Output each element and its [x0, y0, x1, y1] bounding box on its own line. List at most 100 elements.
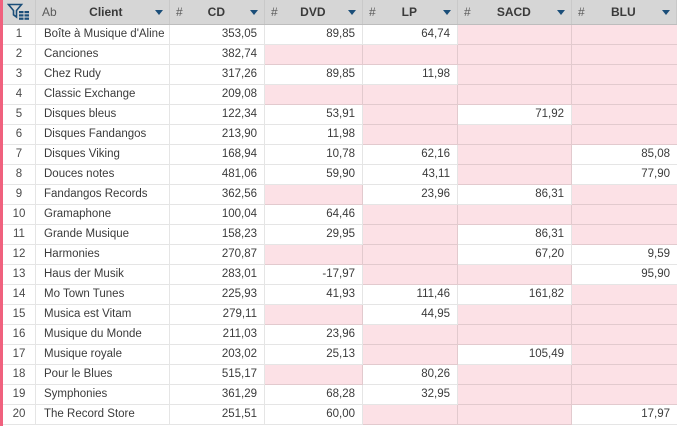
filter-dropdown-icon[interactable]: [662, 9, 670, 15]
row-number[interactable]: 11: [3, 225, 36, 245]
cell-lp[interactable]: 23,96: [363, 185, 458, 205]
cell-cd[interactable]: 225,93: [170, 285, 265, 305]
cell-lp[interactable]: [363, 325, 458, 345]
filter-dropdown-icon[interactable]: [155, 9, 163, 15]
cell-lp[interactable]: [363, 345, 458, 365]
cell-lp[interactable]: [363, 125, 458, 145]
row-number[interactable]: 3: [3, 65, 36, 85]
cell-client[interactable]: Pour le Blues: [36, 365, 170, 385]
cell-blu[interactable]: [572, 45, 677, 65]
column-header-client[interactable]: Ab Client: [36, 0, 170, 24]
cell-lp[interactable]: 44,95: [363, 305, 458, 325]
cell-client[interactable]: Mo Town Tunes: [36, 285, 170, 305]
cell-lp[interactable]: [363, 405, 458, 425]
cell-cd[interactable]: 270,87: [170, 245, 265, 265]
cell-lp[interactable]: [363, 45, 458, 65]
cell-sacd[interactable]: 71,92: [458, 105, 572, 125]
cell-dvd[interactable]: 53,91: [265, 105, 363, 125]
column-header-sacd[interactable]: # SACD: [458, 0, 572, 24]
cell-client[interactable]: Musica est Vitam: [36, 305, 170, 325]
cell-client[interactable]: Disques bleus: [36, 105, 170, 125]
cell-blu[interactable]: 17,97: [572, 405, 677, 425]
cell-blu[interactable]: [572, 25, 677, 45]
cell-blu[interactable]: [572, 85, 677, 105]
row-number[interactable]: 10: [3, 205, 36, 225]
cell-dvd[interactable]: [265, 45, 363, 65]
row-number[interactable]: 18: [3, 365, 36, 385]
row-number[interactable]: 1: [3, 25, 36, 45]
cell-dvd[interactable]: 68,28: [265, 385, 363, 405]
cell-blu[interactable]: 85,08: [572, 145, 677, 165]
cell-sacd[interactable]: [458, 365, 572, 385]
cell-cd[interactable]: 353,05: [170, 25, 265, 45]
cell-sacd[interactable]: [458, 165, 572, 185]
row-number[interactable]: 17: [3, 345, 36, 365]
cell-blu[interactable]: [572, 285, 677, 305]
cell-client[interactable]: Classic Exchange: [36, 85, 170, 105]
cell-lp[interactable]: 32,95: [363, 385, 458, 405]
cell-lp[interactable]: 11,98: [363, 65, 458, 85]
cell-dvd[interactable]: [265, 85, 363, 105]
cell-blu[interactable]: [572, 365, 677, 385]
cell-client[interactable]: Haus der Musik: [36, 265, 170, 285]
cell-blu[interactable]: [572, 325, 677, 345]
row-number[interactable]: 6: [3, 125, 36, 145]
cell-sacd[interactable]: [458, 45, 572, 65]
filter-dropdown-icon[interactable]: [250, 9, 258, 15]
cell-dvd[interactable]: -17,97: [265, 265, 363, 285]
cell-dvd[interactable]: [265, 245, 363, 265]
cell-blu[interactable]: [572, 125, 677, 145]
cell-sacd[interactable]: [458, 65, 572, 85]
filter-rows-button[interactable]: [3, 0, 36, 24]
cell-blu[interactable]: [572, 185, 677, 205]
cell-cd[interactable]: 279,11: [170, 305, 265, 325]
cell-lp[interactable]: 43,11: [363, 165, 458, 185]
cell-client[interactable]: Symphonies: [36, 385, 170, 405]
cell-sacd[interactable]: [458, 205, 572, 225]
cell-client[interactable]: Gramaphone: [36, 205, 170, 225]
row-number[interactable]: 5: [3, 105, 36, 125]
cell-dvd[interactable]: 89,85: [265, 25, 363, 45]
cell-lp[interactable]: [363, 205, 458, 225]
column-header-cd[interactable]: # CD: [170, 0, 265, 24]
cell-cd[interactable]: 362,56: [170, 185, 265, 205]
cell-cd[interactable]: 209,08: [170, 85, 265, 105]
cell-cd[interactable]: 203,02: [170, 345, 265, 365]
cell-lp[interactable]: [363, 265, 458, 285]
cell-client[interactable]: Grande Musique: [36, 225, 170, 245]
cell-dvd[interactable]: 10,78: [265, 145, 363, 165]
cell-sacd[interactable]: [458, 145, 572, 165]
cell-blu[interactable]: 9,59: [572, 245, 677, 265]
cell-dvd[interactable]: 23,96: [265, 325, 363, 345]
cell-lp[interactable]: 64,74: [363, 25, 458, 45]
cell-client[interactable]: Douces notes: [36, 165, 170, 185]
cell-dvd[interactable]: 11,98: [265, 125, 363, 145]
cell-dvd[interactable]: [265, 305, 363, 325]
cell-client[interactable]: The Record Store: [36, 405, 170, 425]
cell-sacd[interactable]: 105,49: [458, 345, 572, 365]
cell-lp[interactable]: [363, 225, 458, 245]
cell-client[interactable]: Harmonies: [36, 245, 170, 265]
cell-client[interactable]: Canciones: [36, 45, 170, 65]
cell-sacd[interactable]: [458, 405, 572, 425]
cell-sacd[interactable]: [458, 125, 572, 145]
cell-blu[interactable]: [572, 105, 677, 125]
cell-blu[interactable]: [572, 65, 677, 85]
row-number[interactable]: 12: [3, 245, 36, 265]
cell-client[interactable]: Musique du Monde: [36, 325, 170, 345]
row-number[interactable]: 19: [3, 385, 36, 405]
cell-blu[interactable]: 95,90: [572, 265, 677, 285]
cell-sacd[interactable]: [458, 25, 572, 45]
row-number[interactable]: 8: [3, 165, 36, 185]
cell-sacd[interactable]: [458, 305, 572, 325]
row-number[interactable]: 20: [3, 405, 36, 425]
cell-cd[interactable]: 211,03: [170, 325, 265, 345]
cell-sacd[interactable]: 161,82: [458, 285, 572, 305]
cell-lp[interactable]: 80,26: [363, 365, 458, 385]
cell-blu[interactable]: [572, 305, 677, 325]
cell-dvd[interactable]: 59,90: [265, 165, 363, 185]
cell-cd[interactable]: 382,74: [170, 45, 265, 65]
cell-cd[interactable]: 317,26: [170, 65, 265, 85]
cell-blu[interactable]: 77,90: [572, 165, 677, 185]
cell-dvd[interactable]: [265, 365, 363, 385]
